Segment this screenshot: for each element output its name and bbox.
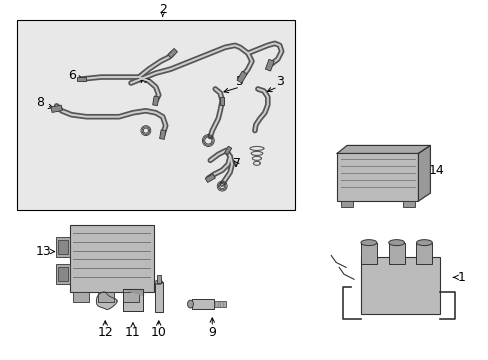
Polygon shape xyxy=(337,145,429,153)
Bar xyxy=(205,174,215,183)
Bar xyxy=(224,146,231,155)
Bar xyxy=(214,301,225,307)
Ellipse shape xyxy=(187,300,193,308)
Text: 4: 4 xyxy=(135,73,142,86)
Text: 2: 2 xyxy=(159,3,166,16)
Bar xyxy=(220,97,224,105)
Bar xyxy=(123,292,139,302)
Bar xyxy=(360,257,439,314)
Bar xyxy=(360,243,376,265)
Ellipse shape xyxy=(155,280,163,284)
Text: 10: 10 xyxy=(150,326,166,339)
Bar xyxy=(69,225,154,292)
Bar xyxy=(17,19,294,210)
Bar xyxy=(157,275,161,283)
Bar xyxy=(337,153,418,201)
Ellipse shape xyxy=(360,240,376,246)
Bar xyxy=(416,243,431,265)
Polygon shape xyxy=(418,145,429,201)
Text: 3: 3 xyxy=(275,75,283,87)
Bar xyxy=(341,201,352,207)
Text: 13: 13 xyxy=(36,245,52,258)
Text: 8: 8 xyxy=(36,96,44,109)
Bar xyxy=(98,292,114,302)
Text: 11: 11 xyxy=(125,326,141,339)
Text: 9: 9 xyxy=(208,326,216,339)
Bar xyxy=(265,59,274,71)
Bar xyxy=(56,237,69,257)
Bar xyxy=(388,243,404,265)
Bar xyxy=(73,292,89,302)
Ellipse shape xyxy=(388,240,404,246)
Text: 12: 12 xyxy=(97,326,113,339)
Bar xyxy=(123,289,142,311)
Bar xyxy=(159,130,165,139)
Bar xyxy=(51,105,62,112)
Bar xyxy=(58,267,67,281)
Bar xyxy=(56,265,69,284)
Bar xyxy=(58,240,67,253)
Bar xyxy=(155,282,163,312)
Polygon shape xyxy=(96,292,117,310)
Text: 5: 5 xyxy=(236,75,244,87)
Bar xyxy=(77,77,86,81)
Text: 6: 6 xyxy=(68,69,76,82)
Bar xyxy=(152,96,159,106)
Bar xyxy=(167,49,177,58)
Bar xyxy=(402,201,414,207)
Text: 14: 14 xyxy=(427,164,443,177)
Polygon shape xyxy=(123,289,142,295)
Ellipse shape xyxy=(416,240,431,246)
Text: 1: 1 xyxy=(457,271,465,284)
Bar xyxy=(192,299,214,309)
Bar xyxy=(237,71,246,83)
Text: 7: 7 xyxy=(233,157,241,170)
